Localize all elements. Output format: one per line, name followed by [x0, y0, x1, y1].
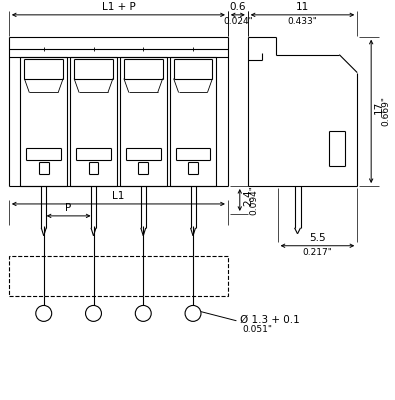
- Text: 0.6: 0.6: [229, 2, 246, 12]
- Text: 0.024": 0.024": [223, 17, 253, 26]
- Text: 0.051": 0.051": [243, 325, 273, 334]
- Text: L1: L1: [112, 192, 124, 202]
- Text: 0.669": 0.669": [381, 96, 390, 126]
- Text: 0.217": 0.217": [303, 248, 332, 257]
- Text: 11: 11: [296, 2, 309, 12]
- Text: P: P: [66, 203, 72, 213]
- Text: 2.4: 2.4: [243, 190, 253, 206]
- Text: Ø 1.3 + 0.1: Ø 1.3 + 0.1: [240, 314, 299, 324]
- Text: 0.433": 0.433": [288, 17, 318, 26]
- Text: 17: 17: [374, 101, 384, 114]
- Bar: [9, 256, 228, 296]
- Text: 5.5: 5.5: [309, 233, 326, 243]
- Text: L1 + P: L1 + P: [102, 2, 135, 12]
- Text: 0.094": 0.094": [250, 185, 259, 215]
